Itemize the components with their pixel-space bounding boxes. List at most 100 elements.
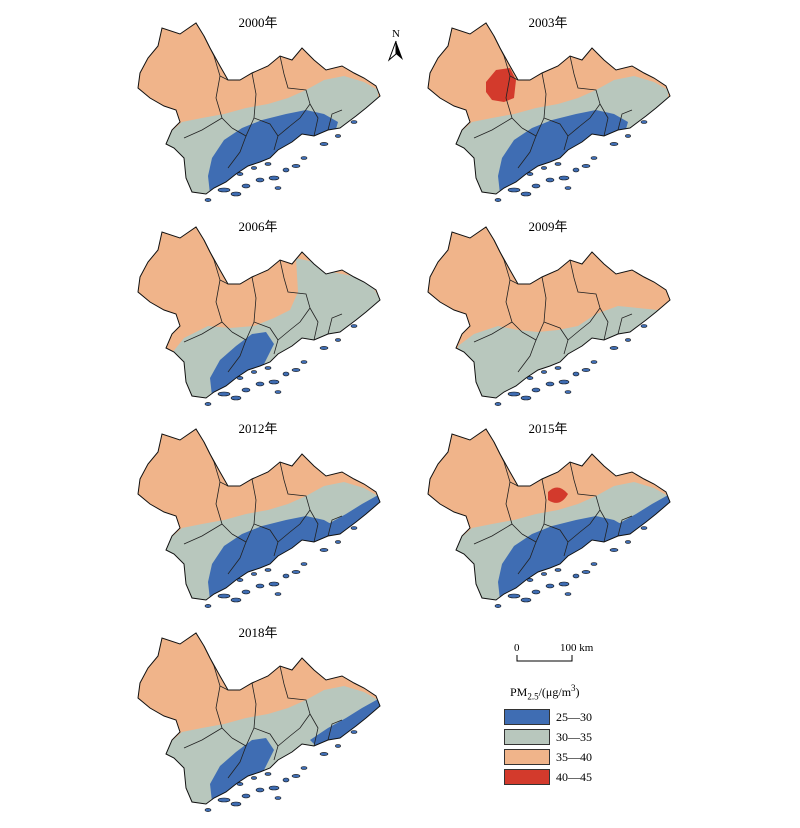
- island: [545, 177, 555, 183]
- island: [640, 120, 648, 124]
- panel-title: 2003年: [528, 15, 568, 30]
- island: [564, 592, 572, 596]
- island: [217, 593, 231, 599]
- island: [241, 793, 251, 799]
- map-2015: [427, 428, 671, 608]
- legend: PM2.5/(μg/m3) 25—30 30—35 35—40 40—45: [504, 683, 634, 787]
- county-boundary: [617, 109, 633, 131]
- map-panel-2012: 2012年: [128, 421, 388, 614]
- scale-bar-line: [516, 655, 573, 662]
- legend-item: 40—45: [504, 767, 634, 787]
- county-boundary: [541, 276, 547, 323]
- county-boundary: [541, 478, 547, 525]
- zone-blue-east-coast: [310, 698, 380, 748]
- island: [545, 583, 555, 589]
- county-boundary: [251, 72, 257, 119]
- island: [300, 360, 308, 364]
- island: [520, 395, 532, 401]
- island: [251, 370, 257, 374]
- island: [319, 142, 329, 146]
- island: [590, 156, 598, 160]
- county-boundary: [517, 135, 537, 169]
- island: [520, 191, 532, 197]
- zone-blue-south-small: [210, 738, 274, 802]
- legend-item: 25—30: [504, 707, 634, 727]
- scale-start: 0: [514, 642, 520, 654]
- map-panel-2018: 2018年: [128, 625, 388, 818]
- island: [590, 360, 598, 364]
- island: [581, 368, 591, 372]
- island: [558, 379, 570, 385]
- county-boundary: [567, 509, 601, 543]
- county-boundary: [517, 541, 537, 575]
- county-boundary: [277, 509, 311, 543]
- county-boundary: [617, 313, 633, 335]
- county-boundary: [599, 509, 609, 543]
- legend-item: 35—40: [504, 747, 634, 767]
- county-boundary: [327, 515, 343, 537]
- island: [558, 581, 570, 587]
- island: [230, 395, 242, 401]
- island: [251, 166, 257, 170]
- island: [204, 402, 212, 406]
- legend-swatch: [504, 729, 550, 746]
- county-boundary: [253, 727, 279, 761]
- county-boundary: [617, 515, 633, 537]
- island: [264, 162, 272, 166]
- island: [300, 766, 308, 770]
- legend-label: 35—40: [556, 749, 592, 764]
- island: [264, 772, 272, 776]
- county-boundary: [505, 75, 523, 129]
- county-boundary: [569, 55, 601, 105]
- island: [625, 134, 631, 138]
- county-boundary: [251, 682, 257, 729]
- county-boundary: [543, 321, 569, 355]
- panel-title: 2012年: [238, 421, 278, 436]
- zone-blue-east-coast: [600, 494, 670, 544]
- legend-label: 30—35: [556, 729, 592, 744]
- county-boundary: [517, 339, 537, 373]
- island: [291, 774, 301, 778]
- island: [494, 198, 502, 202]
- island: [507, 391, 521, 397]
- island: [274, 390, 282, 394]
- map-2018: [137, 632, 381, 812]
- island: [236, 172, 244, 176]
- island: [264, 366, 272, 370]
- region-outline: [137, 226, 381, 399]
- island: [282, 573, 290, 579]
- island: [268, 175, 280, 181]
- map-2012: [137, 428, 381, 608]
- island: [236, 578, 244, 582]
- island: [268, 379, 280, 385]
- county-boundary: [567, 307, 601, 341]
- island: [274, 592, 282, 596]
- county-boundary: [183, 523, 223, 545]
- legend-swatch: [504, 749, 550, 766]
- county-boundary: [251, 478, 257, 525]
- island: [255, 583, 265, 589]
- zone-red-spot: [548, 487, 568, 503]
- island: [526, 172, 534, 176]
- island: [350, 120, 358, 124]
- island: [554, 366, 562, 370]
- island: [564, 390, 572, 394]
- island: [541, 370, 547, 374]
- map-2006: [137, 226, 381, 406]
- north-label: N: [392, 28, 400, 40]
- county-boundary: [183, 117, 223, 139]
- island: [291, 368, 301, 372]
- county-boundary: [251, 276, 257, 323]
- county-boundary: [279, 259, 311, 309]
- zone-blue-east-coast: [310, 494, 380, 544]
- island: [590, 562, 598, 566]
- county-boundary: [327, 109, 343, 131]
- island: [531, 589, 541, 595]
- island: [230, 801, 242, 807]
- island: [526, 578, 534, 582]
- county-boundary: [277, 713, 311, 747]
- island: [494, 604, 502, 608]
- region-outline: [427, 226, 671, 399]
- panel-title: 2018年: [238, 625, 278, 640]
- zone-red-core: [486, 68, 516, 102]
